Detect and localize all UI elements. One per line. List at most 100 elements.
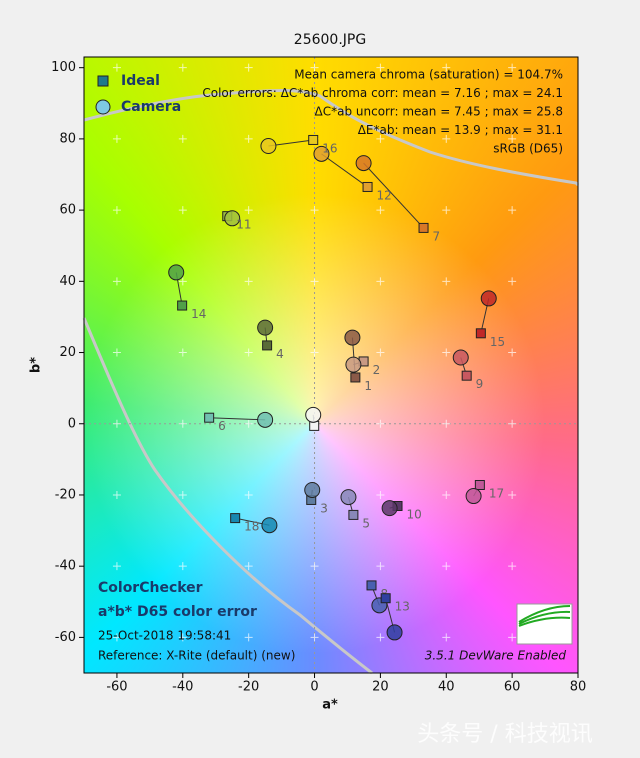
grid-cross [508,562,517,571]
grid-cross [508,633,517,642]
grid-cross [442,134,451,143]
y-axis-label: b* [29,357,44,373]
grid-cross [442,490,451,499]
grid-cross [442,562,451,571]
x-tick-label: 20 [372,680,389,695]
grid-cross [112,63,121,72]
grid-cross [178,277,187,286]
ideal-point [177,300,188,311]
camera-point [480,290,497,307]
grid-cross [442,633,451,642]
grid-cross [376,562,385,571]
annotation: Reference: X-Rite (default) (new) [98,649,295,663]
chroma-background [84,57,578,673]
annotation: ΔE*ab: mean = 13.9 ; max = 31.1 [358,123,563,137]
point-label: 4 [276,347,284,361]
point-label: 2 [373,363,381,377]
x-tick-label: -20 [238,680,259,695]
grid-cross [310,206,319,215]
grid-cross [178,562,187,571]
grid-cross [442,206,451,215]
grid-cross [310,633,319,642]
grid-cross [112,134,121,143]
legend-label: Ideal [121,73,160,89]
grid-cross [178,490,187,499]
grid-cross [310,277,319,286]
grid-cross [508,419,517,428]
annotation: ColorChecker [98,580,203,596]
camera-point [355,155,372,172]
x-axis-label: a* [322,698,338,713]
grid-cross [244,490,253,499]
camera-point [452,349,469,366]
grid-cross [244,419,253,428]
point-label: 16 [322,141,337,155]
ideal-point [308,134,319,145]
grid-cross [376,134,385,143]
grid-cross [376,419,385,428]
x-tick-label: 0 [310,680,318,695]
grid-cross [178,633,187,642]
camera-point [304,481,321,498]
grid-cross [244,633,253,642]
point-label: 13 [395,600,410,614]
logo: imatest [516,603,573,645]
grid-cross [178,348,187,357]
camera-point [465,488,482,505]
y-tick-label: 80 [59,131,76,146]
point-label: 1 [364,379,372,393]
plot-frame [83,56,579,674]
camera-point [340,489,357,506]
point-label: 10 [407,508,422,522]
annotation: 25-Oct-2018 19:58:41 [98,629,231,643]
camera-point [168,264,185,281]
grid-cross [376,63,385,72]
grid-cross [244,277,253,286]
grid-cross [310,562,319,571]
logo-text: imatest [520,628,567,641]
camera-point [381,500,398,517]
ideal-point [418,222,429,233]
point-label: 7 [433,229,441,243]
chart-title: 25600.JPG [294,32,366,48]
x-tick-label: 40 [438,680,455,695]
ideal-point [362,181,373,192]
grid-cross [178,134,187,143]
grid-cross [376,633,385,642]
ideal-point [475,328,486,339]
grid-cross [112,419,121,428]
point-label: 18 [244,520,259,534]
ideal-point [461,370,472,381]
grid-cross [442,348,451,357]
ideal-point [474,479,485,490]
grid-cross [244,63,253,72]
x-tick-label: -40 [172,680,193,695]
grid-cross [112,562,121,571]
grid-cross [310,63,319,72]
y-tick-label: 100 [51,60,76,75]
legend-label: Camera [121,99,181,115]
camera-point [386,624,403,641]
legend-marker [97,75,109,87]
camera-point [345,356,362,373]
grid-cross [112,633,121,642]
grid-cross [508,277,517,286]
ideal-point [230,513,241,524]
grid-cross [376,277,385,286]
grid-cross [178,206,187,215]
grid-cross [244,348,253,357]
grid-cross [508,63,517,72]
grid-cross [508,134,517,143]
grid-cross [508,490,517,499]
error-line [321,153,368,188]
point-label: 11 [236,218,251,232]
y-tick-label: 40 [59,274,76,289]
camera-point [313,145,330,162]
point-label: 12 [377,188,392,202]
grid-cross [244,134,253,143]
annotation: Mean camera chroma (saturation) = 104.7% [294,68,563,82]
camera-point [261,517,278,534]
grid-cross [112,490,121,499]
